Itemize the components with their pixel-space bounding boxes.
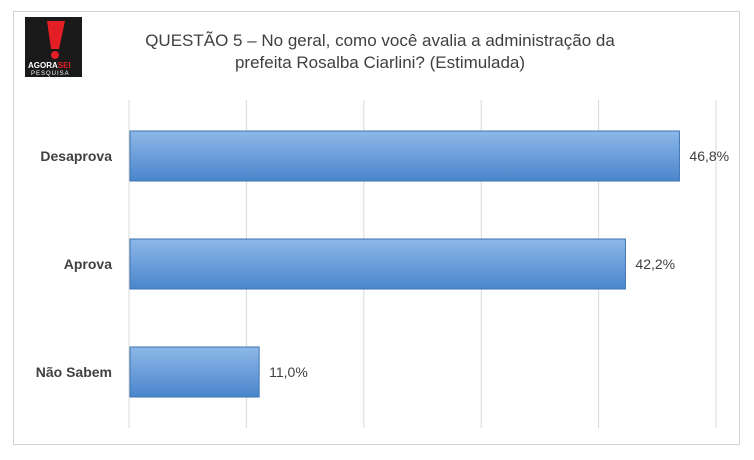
chart-title: QUESTÃO 5 – No geral, como você avalia a… — [100, 30, 660, 74]
logo-text-pesquisa: PESQUISA — [31, 71, 70, 77]
category-labels: Desaprova Aprova Não Sabem — [36, 148, 112, 380]
bar — [129, 130, 680, 182]
chart-title-line1: QUESTÃO 5 – No geral, como você avalia a… — [145, 31, 615, 50]
logo-text-sei: SEI — [58, 61, 71, 70]
bar — [129, 346, 260, 398]
agorasei-logo: AGORASEI PESQUISA — [25, 17, 82, 77]
category-label: Aprova — [64, 256, 112, 272]
svg-text:AGORASEI: AGORASEI — [28, 61, 71, 70]
value-labels: 46,8% 42,2% 11,0% — [269, 148, 729, 380]
value-label: 11,0% — [269, 364, 308, 380]
logo-text-agora: AGORA — [28, 61, 58, 70]
value-label: 42,2% — [635, 256, 675, 272]
exclamation-dot — [51, 51, 59, 59]
category-label: Não Sabem — [36, 364, 112, 380]
chart-title-line2: prefeita Rosalba Ciarlini? (Estimulada) — [234, 53, 526, 72]
exclamation-icon — [47, 21, 65, 49]
bar — [129, 238, 626, 290]
bars — [129, 130, 680, 398]
category-label: Desaprova — [40, 148, 112, 164]
value-label: 46,8% — [689, 148, 729, 164]
